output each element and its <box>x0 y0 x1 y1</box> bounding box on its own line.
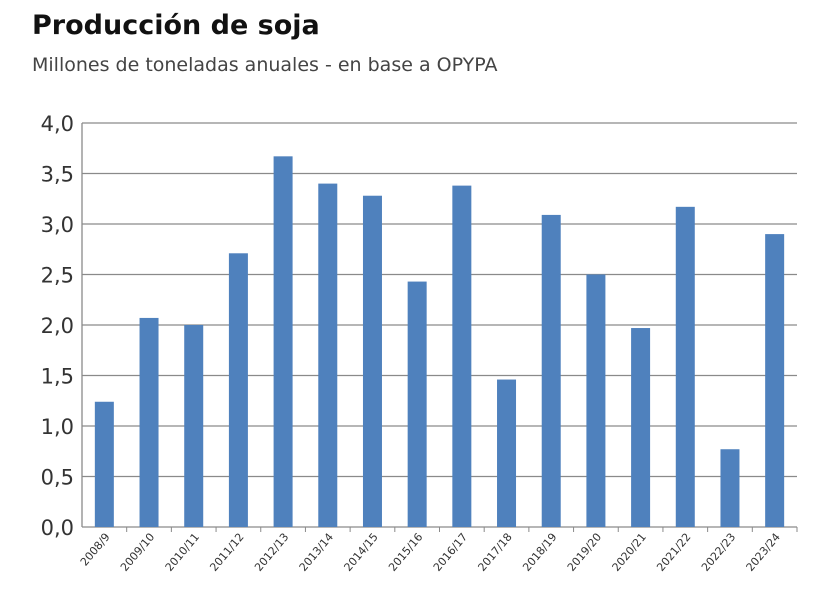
x-tick-label: 2022/23 <box>699 531 738 574</box>
x-tick-label: 2023/24 <box>744 531 783 574</box>
chart-title: Producción de soja <box>32 10 320 41</box>
bar <box>273 156 293 527</box>
bar <box>765 234 785 527</box>
x-tick-label: 2015/16 <box>386 531 425 574</box>
bar <box>94 401 114 527</box>
x-tick-label: 2017/18 <box>475 531 514 574</box>
y-tick-label: 0,5 <box>41 466 74 490</box>
bar <box>675 206 695 527</box>
x-tick-label: 2020/21 <box>610 531 649 574</box>
bar <box>541 214 561 527</box>
y-tick-label: 1,5 <box>41 365 74 389</box>
x-tick-label: 2021/22 <box>654 531 693 574</box>
bar <box>318 183 338 527</box>
chart-subtitle: Millones de toneladas anuales - en base … <box>32 54 498 76</box>
y-tick-label: 2,5 <box>41 264 74 288</box>
bar <box>407 281 427 527</box>
x-tick-label: 2010/11 <box>163 531 202 574</box>
x-tick-label: 2018/19 <box>520 531 559 574</box>
y-tick-label: 4,0 <box>41 112 74 136</box>
y-tick-label: 2,0 <box>41 314 74 338</box>
x-tick-label: 2016/17 <box>431 531 470 574</box>
bar <box>362 195 382 527</box>
x-tick-label: 2014/15 <box>341 531 380 574</box>
x-tick-label: 2011/12 <box>207 531 246 574</box>
y-tick-label: 1,0 <box>41 415 74 439</box>
x-tick-label: 2012/13 <box>252 531 291 574</box>
bar <box>184 325 204 527</box>
y-tick-label: 3,0 <box>41 213 74 237</box>
bar <box>631 328 651 527</box>
y-tick-label: 3,5 <box>41 163 74 187</box>
x-tick-label: 2008/9 <box>78 531 113 569</box>
y-tick-label: 0,0 <box>41 516 74 540</box>
bar <box>720 449 740 527</box>
bar <box>497 379 517 527</box>
x-tick-label: 2009/10 <box>118 531 157 574</box>
x-tick-label: 2019/20 <box>565 531 604 574</box>
bar <box>452 185 472 527</box>
bar <box>228 253 248 528</box>
bar <box>139 317 159 527</box>
x-tick-label: 2013/14 <box>297 531 336 574</box>
bar <box>586 274 606 527</box>
